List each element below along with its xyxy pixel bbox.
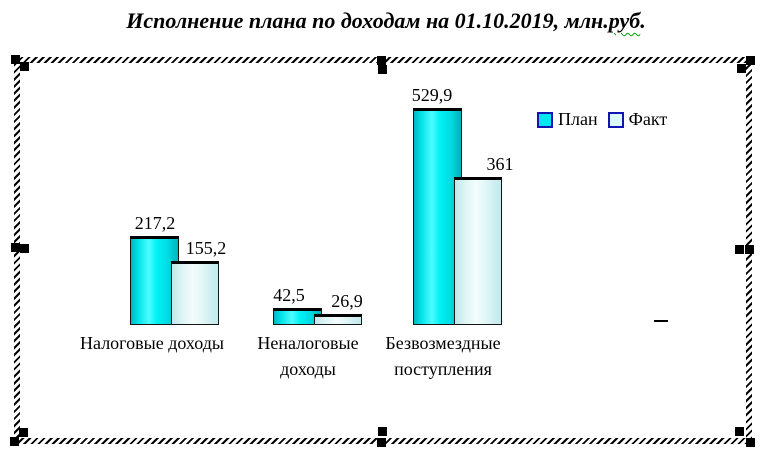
selection-handle-sw[interactable] bbox=[10, 437, 19, 446]
category-label: Налоговые доходы bbox=[80, 333, 224, 353]
legend-label-fakt: Факт bbox=[628, 109, 668, 129]
selection-handle-se[interactable] bbox=[746, 438, 755, 447]
chart-title-misspelled-word: руб bbox=[608, 8, 641, 33]
selection-handle-ne[interactable] bbox=[746, 56, 755, 65]
selection-handle-e[interactable] bbox=[745, 245, 754, 254]
bar-fakt-2[interactable] bbox=[454, 177, 502, 325]
category-label: Безвозмездные поступления bbox=[385, 333, 501, 379]
chart-legend[interactable]: План Факт bbox=[537, 109, 667, 130]
selection-handle-nw[interactable] bbox=[11, 55, 20, 64]
dash-mark bbox=[654, 320, 668, 322]
category-label: Неналоговые доходы bbox=[257, 333, 359, 379]
legend-label-plan: План bbox=[558, 109, 598, 129]
chart-area-selection-handle-w[interactable] bbox=[20, 244, 29, 253]
legend-item-fakt[interactable]: Факт bbox=[607, 109, 668, 130]
chart-title-text: Исполнение плана по доходам на 01.10.201… bbox=[126, 8, 609, 33]
chart-area-selection-handle-s[interactable] bbox=[378, 427, 387, 436]
data-label: 217,2 bbox=[134, 213, 176, 233]
bar-fakt-1[interactable] bbox=[314, 314, 362, 325]
data-label: 26,9 bbox=[331, 291, 363, 311]
legend-swatch-plan bbox=[537, 111, 553, 128]
data-label: 42,5 bbox=[273, 285, 305, 305]
data-label: 155,2 bbox=[185, 238, 227, 258]
legend-item-plan[interactable]: План bbox=[537, 109, 598, 130]
chart-title-period: . bbox=[640, 8, 646, 33]
chart-title: Исполнение плана по доходам на 01.10.201… bbox=[0, 8, 772, 34]
chart-area-selection-handle-n[interactable] bbox=[378, 65, 387, 74]
bar-plan-0[interactable] bbox=[130, 236, 179, 325]
selection-handle-s[interactable] bbox=[377, 438, 386, 447]
chart-area-selection-handle-se[interactable] bbox=[735, 427, 744, 436]
legend-swatch-fakt bbox=[607, 111, 624, 128]
chart-area-selection-handle-sw[interactable] bbox=[19, 428, 28, 437]
chart-area-selection-handle-nw[interactable] bbox=[20, 62, 29, 71]
chart-area-selection-handle-ne[interactable] bbox=[737, 64, 746, 73]
selection-handle-n[interactable] bbox=[377, 56, 386, 65]
bar-fakt-0[interactable] bbox=[171, 261, 219, 325]
data-label: 361 bbox=[486, 154, 514, 174]
data-label: 529,9 bbox=[411, 85, 453, 105]
selection-handle-w[interactable] bbox=[11, 243, 20, 252]
chart-object-hatched-frame[interactable] bbox=[14, 57, 752, 444]
chart-area-selection-handle-e[interactable] bbox=[735, 245, 744, 254]
